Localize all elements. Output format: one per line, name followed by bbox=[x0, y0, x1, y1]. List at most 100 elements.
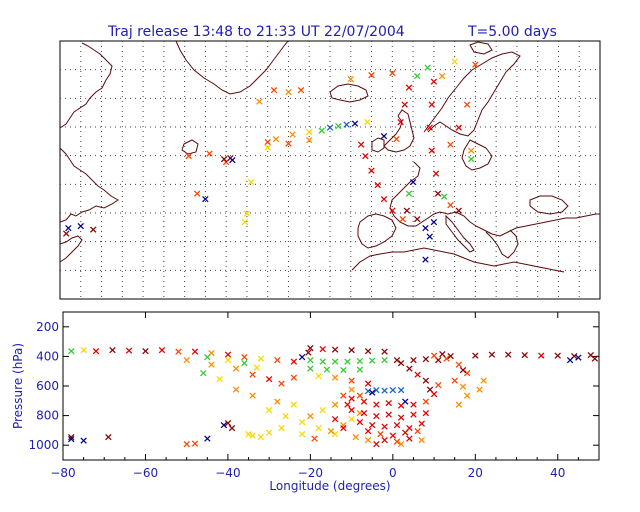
pressure-point: × bbox=[355, 407, 364, 420]
pressure-point: × bbox=[67, 433, 76, 446]
pressure-point: × bbox=[326, 424, 335, 437]
pressure-point: × bbox=[504, 348, 513, 361]
pressure-point: × bbox=[318, 342, 327, 355]
map-point: × bbox=[421, 253, 430, 266]
pressure-point: × bbox=[458, 380, 467, 393]
map-point: × bbox=[296, 84, 305, 97]
map-point: × bbox=[423, 61, 432, 74]
chart-title: Traj release 13:48 to 21:33 UT 22/07/200… bbox=[107, 24, 405, 40]
map-point: × bbox=[205, 147, 214, 160]
coastline-ireland bbox=[371, 137, 385, 153]
pressure-point: × bbox=[392, 418, 401, 431]
pressure-point: × bbox=[359, 395, 368, 408]
pressure-point: × bbox=[108, 344, 117, 357]
coastline-europe bbox=[389, 161, 600, 237]
pressure-point: × bbox=[355, 389, 364, 402]
map-point: × bbox=[373, 178, 382, 191]
map-point: × bbox=[408, 175, 417, 188]
pressure-point: × bbox=[219, 418, 228, 431]
pressure-point: × bbox=[380, 420, 389, 433]
map-point: × bbox=[350, 117, 359, 130]
map-point: × bbox=[392, 132, 401, 145]
pressure-point: × bbox=[401, 426, 410, 439]
coastline-british-isles bbox=[383, 109, 415, 153]
pressure-point: × bbox=[417, 433, 426, 446]
map-point: × bbox=[255, 95, 264, 108]
pressure-point: × bbox=[207, 358, 216, 371]
map-point: × bbox=[325, 121, 334, 134]
pressure-point: × bbox=[372, 438, 381, 451]
coastline-svalbard bbox=[469, 41, 493, 55]
pressure-trajectory-points: × × × × × × × × × × × × × × ×× × × × × × ×× × × ×× × × ×× × × × ×× × × ××… bbox=[67, 342, 600, 451]
pressure-point: × bbox=[409, 353, 418, 366]
pressure-point: × bbox=[182, 353, 191, 366]
pressure-point: × bbox=[405, 362, 414, 375]
map-point: × bbox=[379, 130, 388, 143]
pressure-point: × bbox=[429, 349, 438, 362]
pressure-point: × bbox=[298, 427, 307, 440]
pressure-point: × bbox=[372, 384, 381, 397]
pressure-point: × bbox=[413, 368, 422, 381]
pressure-point: × bbox=[339, 421, 348, 434]
pressure-point: × bbox=[304, 346, 313, 359]
pressure-point: × bbox=[462, 367, 471, 380]
pressure-point: × bbox=[417, 417, 426, 430]
map-point: × bbox=[240, 216, 249, 229]
pressure-point: × bbox=[392, 353, 401, 366]
map-point: × bbox=[363, 115, 372, 128]
pressure-point: × bbox=[409, 398, 418, 411]
pressure-point: × bbox=[248, 368, 257, 381]
coastline-north-america bbox=[59, 147, 119, 223]
pressure-point: × bbox=[537, 349, 546, 362]
pressure-point: × bbox=[347, 344, 356, 357]
map-point: × bbox=[404, 81, 413, 94]
x-tick-label: 0 bbox=[389, 466, 397, 480]
pressure-point: × bbox=[434, 353, 443, 366]
x-tick-label: −80 bbox=[50, 466, 75, 480]
map-point: × bbox=[284, 85, 293, 98]
map-point: × bbox=[404, 187, 413, 200]
map-point: × bbox=[184, 150, 193, 163]
pressure-point: × bbox=[331, 343, 340, 356]
pressure-point: × bbox=[566, 353, 575, 366]
pressure-point: × bbox=[277, 377, 286, 390]
coastline-north-africa bbox=[351, 247, 565, 273]
pressure-point: × bbox=[421, 407, 430, 420]
y-axis-ticks: 200 400 600 800 1000 bbox=[28, 320, 599, 452]
pressure-point: × bbox=[203, 432, 212, 445]
pressure-point: × bbox=[351, 430, 360, 443]
pressure-point: × bbox=[232, 383, 241, 396]
y-tick-label: 400 bbox=[36, 349, 59, 363]
pressure-point: × bbox=[388, 429, 397, 442]
map-point: × bbox=[454, 204, 463, 217]
pressure-point: × bbox=[207, 346, 216, 359]
coastline-iceland bbox=[329, 83, 369, 103]
pressure-point: × bbox=[396, 399, 405, 412]
map-point: × bbox=[388, 204, 397, 217]
pressure-point: × bbox=[372, 398, 381, 411]
pressure-point: × bbox=[396, 411, 405, 424]
pressure-point: × bbox=[421, 353, 430, 366]
map-point: × bbox=[462, 98, 471, 111]
map-point: × bbox=[431, 167, 440, 180]
map-point: × bbox=[379, 193, 388, 206]
coastline-black-sea bbox=[529, 195, 569, 215]
pressure-point: × bbox=[298, 416, 307, 429]
pressure-point: × bbox=[314, 370, 323, 383]
pressure-point: × bbox=[454, 358, 463, 371]
pressure-point: × bbox=[265, 426, 274, 439]
coastline-labrador bbox=[59, 42, 113, 129]
pressure-point: × bbox=[182, 438, 191, 451]
map-point: × bbox=[433, 187, 442, 200]
pressure-point: × bbox=[396, 438, 405, 451]
pressure-point: × bbox=[215, 373, 224, 386]
map-point: × bbox=[246, 175, 255, 188]
x-tick-label: −20 bbox=[298, 466, 323, 480]
pressure-point: × bbox=[376, 427, 385, 440]
coastline-newfoundland bbox=[181, 139, 199, 155]
map-point: × bbox=[438, 69, 447, 82]
y-tick-label: 600 bbox=[36, 379, 59, 393]
pressure-point: × bbox=[384, 408, 393, 421]
pressure-point: × bbox=[347, 404, 356, 417]
